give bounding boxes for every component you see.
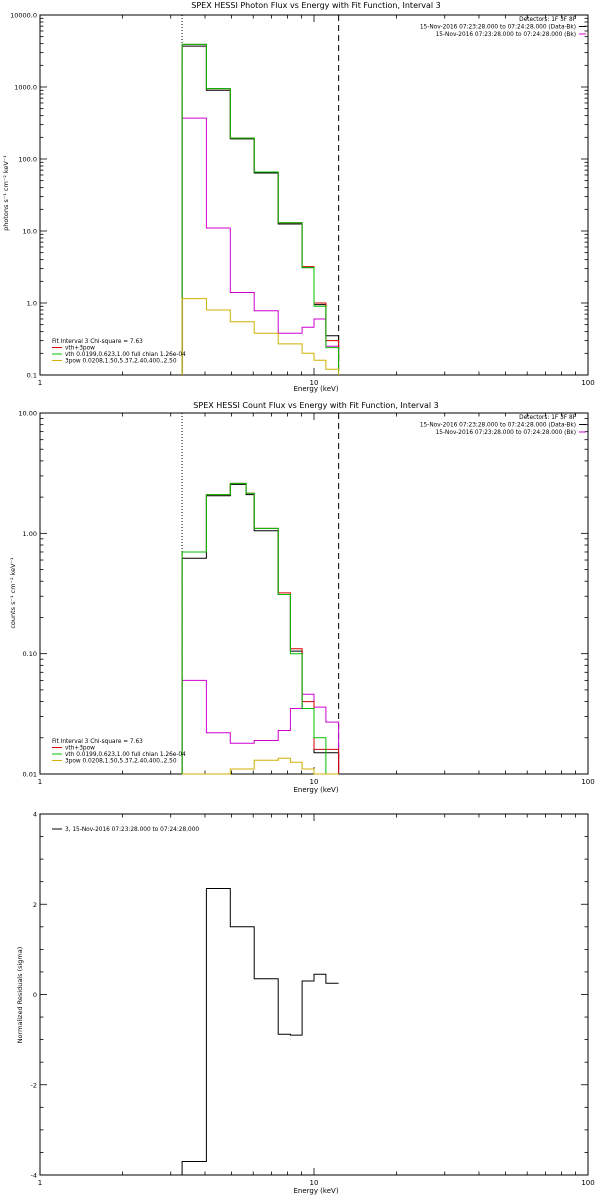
count-flux-plot: SPEX HESSI Count Flux vs Energy with Fit… [9, 401, 595, 794]
y-tick-label: 10000.0 [10, 12, 37, 20]
legend-entry: vth 0.0199,0.623,1.00 full chian 1.26e-0… [65, 752, 186, 758]
legend-entry: vth+3pow [65, 746, 95, 752]
residuals-ylabel: Normalized Residuals (sigma) [16, 947, 24, 1044]
photon-flux-title: SPEX HESSI Photon Flux vs Energy with Fi… [191, 1, 441, 10]
y-tick-label: 1.00 [23, 530, 37, 538]
photon-flux-ylabel: photons s⁻¹ cm⁻² keV⁻¹ [2, 155, 10, 231]
legend-entry: vth+3pow [65, 346, 95, 352]
series-3pow [181, 298, 340, 375]
photon-flux-plot: SPEX HESSI Photon Flux vs Energy with Fi… [2, 1, 595, 393]
legend-entry: 15-Nov-2016 07:23:28.000 to 07:24:28.000… [420, 423, 576, 429]
y-tick-label: 2 [33, 901, 37, 909]
count-flux-xlabel: Energy (keV) [293, 786, 338, 794]
legend-entry: Detectors: 1F 3F 8F [519, 415, 576, 421]
series-bk [181, 679, 340, 774]
y-tick-label: 10.0 [23, 228, 37, 236]
legend-entry: Fit Interval 3 Chi-square = 7.63 [52, 339, 143, 345]
y-tick-label: 0.01 [23, 771, 37, 779]
series-vth [181, 482, 339, 775]
y-tick-label: 1.0 [27, 300, 37, 308]
x-tick-label: 100 [581, 1179, 594, 1187]
residuals-plot: Energy (keV) Normalized Residuals (sigma… [16, 811, 595, 1196]
y-tick-label: 4 [33, 811, 37, 819]
series-residuals [181, 888, 339, 1175]
legend-entry: 3, 15-Nov-2016 07:23:28.000 to 07:24:28.… [65, 827, 199, 833]
residuals-xlabel: Energy (keV) [293, 1187, 338, 1195]
y-tick-label: 10.00 [18, 410, 37, 418]
x-tick-label: 10 [310, 1179, 319, 1187]
legend-entry: 3pow 0.0208,1.50,5.37,2.40,400.,2.50 [65, 359, 177, 365]
x-tick-label: 10 [310, 379, 319, 387]
x-tick-label: 1 [38, 379, 42, 387]
x-tick-label: 1 [38, 778, 42, 786]
legend-entry: Fit Interval 3 Chi-square = 7.63 [52, 739, 143, 745]
x-tick-label: 1 [38, 1179, 42, 1187]
x-tick-label: 10 [310, 778, 319, 786]
y-tick-label: 100.0 [18, 156, 37, 164]
count-flux-title: SPEX HESSI Count Flux vs Energy with Fit… [193, 401, 438, 410]
y-tick-label: -2 [31, 1081, 37, 1089]
series-3pow [182, 757, 339, 775]
legend-entry: 3pow 0.0208,1.50,5.37,2.40,400.,2.50 [65, 759, 177, 765]
legend-entry: Detectors: 1F 3F 8F [519, 17, 576, 23]
y-tick-label: 0 [33, 991, 37, 999]
y-tick-label: 0.10 [23, 650, 37, 658]
y-tick-label: -4 [31, 1172, 37, 1180]
legend-entry: 15-Nov-2016 07:23:28.000 to 07:24:28.000… [436, 32, 576, 38]
x-tick-label: 100 [581, 778, 594, 786]
legend-entry: 15-Nov-2016 07:23:28.000 to 07:24:28.000… [436, 430, 576, 436]
y-tick-label: 0.1 [27, 372, 37, 380]
series-vth [181, 43, 340, 375]
legend-entry: vth 0.0199,0.623,1.00 full chian 1.26e-0… [65, 352, 186, 358]
x-tick-label: 100 [581, 379, 594, 387]
photon-flux-xlabel: Energy (keV) [293, 385, 338, 393]
count-flux-ylabel: counts s⁻¹ cm⁻² keV⁻¹ [9, 557, 17, 629]
y-tick-label: 1000.0 [14, 84, 37, 92]
legend-entry: 15-Nov-2016 07:23:28.000 to 07:24:28.000… [420, 25, 576, 31]
